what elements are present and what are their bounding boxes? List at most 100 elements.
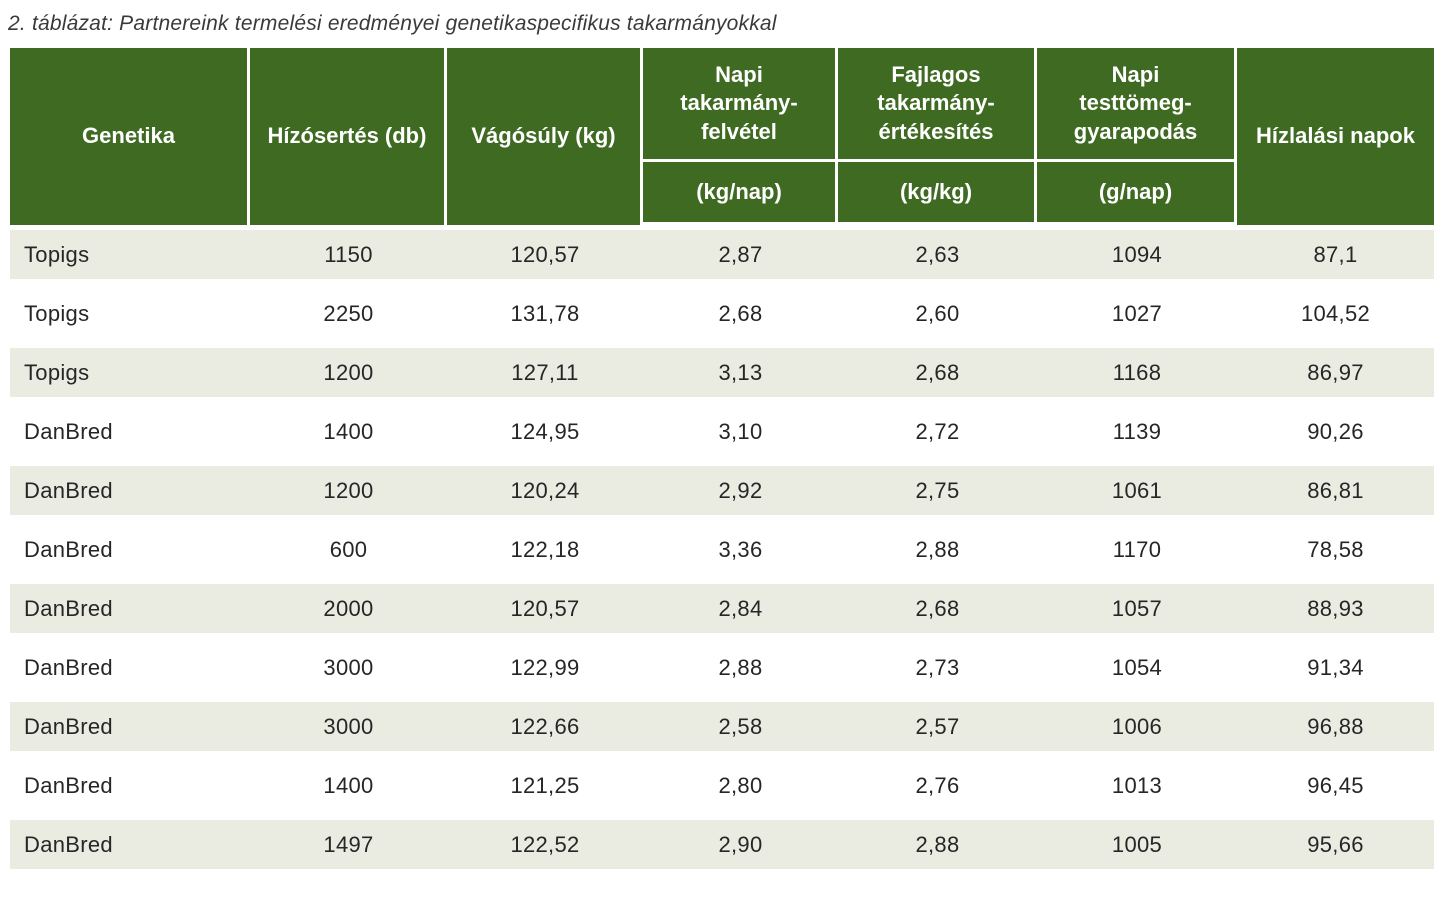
value-cell: 2,60: [915, 300, 960, 326]
table-row: DanBred 1497 122,52 2,90 2,88 1005 95,66: [10, 815, 1434, 874]
value-cell: 121,25: [510, 772, 580, 798]
value-cell: 2000: [323, 595, 374, 621]
col-header-daily-weight-gain-label: Napi testtömeg- gyarapodás: [1037, 48, 1234, 162]
production-results-table: Genetika Hízósertés (db) Vágósúly (kg) N…: [10, 48, 1434, 874]
table-caption: 2. táblázat: Partnereink termelési eredm…: [8, 12, 777, 35]
value-cell: 122,99: [510, 654, 580, 680]
genetics-cell: DanBred: [24, 595, 113, 621]
col-header-fattening-days: Hízlalási napok: [1237, 48, 1434, 225]
table-row: DanBred 1400 124,95 3,10 2,72 1139 90,26: [10, 402, 1434, 461]
value-cell: 2,88: [718, 654, 763, 680]
genetics-cell: DanBred: [24, 654, 113, 680]
table-row: DanBred 1400 121,25 2,80 2,76 1013 96,45: [10, 756, 1434, 815]
value-cell: 2,88: [915, 536, 960, 562]
value-cell: 2,75: [915, 477, 960, 503]
genetics-cell: Topigs: [24, 359, 90, 385]
value-cell: 2,90: [718, 831, 763, 857]
col-header-feed-conversion: Fajlagos takarmány- értékesítés (kg/kg): [838, 48, 1037, 225]
col-unit-g-per-day: (g/nap): [1037, 162, 1234, 222]
table-row: DanBred 3000 122,99 2,88 2,73 1054 91,34: [10, 638, 1434, 697]
col-header-daily-feed-intake: Napi takarmány- felvétel (kg/nap): [643, 48, 838, 225]
col-unit-kg-per-day: (kg/nap): [643, 162, 835, 222]
col-header-genetics-label: Genetika: [10, 48, 247, 225]
col-unit-kg-per-kg: (kg/kg): [838, 162, 1034, 222]
col-header-pig-count: Hízósertés (db): [250, 48, 447, 225]
value-cell: 91,34: [1307, 654, 1364, 680]
col-header-slaughter-weight: Vágósúly (kg): [447, 48, 643, 225]
value-cell: 1170: [1112, 536, 1162, 562]
value-cell: 1400: [323, 418, 374, 444]
value-cell: 86,97: [1307, 359, 1364, 385]
value-cell: 1057: [1111, 595, 1163, 621]
value-cell: 2,63: [915, 241, 960, 267]
value-cell: 1013: [1111, 772, 1163, 798]
value-cell: 3,13: [718, 359, 763, 385]
value-cell: 1061: [1111, 477, 1163, 503]
value-cell: 2,87: [718, 241, 763, 267]
value-cell: 122,66: [510, 713, 580, 739]
value-cell: 90,26: [1307, 418, 1364, 444]
genetics-cell: DanBred: [24, 536, 113, 562]
value-cell: 1005: [1111, 831, 1163, 857]
table-row: Topigs 1150 120,57 2,87 2,63 1094 87,1: [10, 225, 1434, 284]
table-row: DanBred 600 122,18 3,36 2,88 1170 78,58: [10, 520, 1434, 579]
value-cell: 2,84: [718, 595, 763, 621]
table-row: DanBred 3000 122,66 2,58 2,57 1006 96,88: [10, 697, 1434, 756]
value-cell: 122,18: [510, 536, 580, 562]
value-cell: 120,57: [510, 241, 580, 267]
value-cell: 2,92: [718, 477, 763, 503]
value-cell: 3000: [323, 654, 374, 680]
value-cell: 122,52: [510, 831, 580, 857]
col-header-pig-count-label: Hízósertés (db): [250, 48, 444, 225]
value-cell: 3000: [323, 713, 374, 739]
table-row: Topigs 2250 131,78 2,68 2,60 1027 104,52: [10, 284, 1434, 343]
value-cell: 2,80: [718, 772, 763, 798]
value-cell: 1027: [1111, 300, 1163, 326]
genetics-cell: Topigs: [24, 300, 90, 326]
col-header-slaughter-weight-label: Vágósúly (kg): [447, 48, 640, 225]
value-cell: 2,68: [915, 359, 960, 385]
value-cell: 2,68: [915, 595, 960, 621]
value-cell: 127,11: [511, 359, 579, 385]
value-cell: 1497: [323, 831, 374, 857]
value-cell: 124,95: [510, 418, 580, 444]
value-cell: 1200: [323, 477, 374, 503]
genetics-cell: DanBred: [24, 477, 113, 503]
value-cell: 1400: [323, 772, 374, 798]
table-row: DanBred 1200 120,24 2,92 2,75 1061 86,81: [10, 461, 1434, 520]
value-cell: 2,88: [915, 831, 960, 857]
table-body: Topigs 1150 120,57 2,87 2,63 1094 87,1 Topigs 22…: [10, 225, 1434, 874]
value-cell: 1139: [1112, 418, 1162, 444]
value-cell: 1054: [1111, 654, 1163, 680]
value-cell: 2,73: [915, 654, 960, 680]
value-cell: 1168: [1112, 359, 1162, 385]
genetics-cell: DanBred: [24, 418, 113, 444]
genetics-cell: DanBred: [24, 772, 113, 798]
genetics-cell: Topigs: [24, 241, 90, 267]
value-cell: 95,66: [1307, 831, 1364, 857]
genetics-cell: DanBred: [24, 831, 113, 857]
value-cell: 87,1: [1313, 241, 1358, 267]
value-cell: 131,78: [510, 300, 580, 326]
value-cell: 3,36: [718, 536, 763, 562]
value-cell: 96,88: [1307, 713, 1364, 739]
col-header-fattening-days-label: Hízlalási napok: [1237, 48, 1434, 225]
value-cell: 1006: [1111, 713, 1163, 739]
table-row: Topigs 1200 127,11 3,13 2,68 1168 86,97: [10, 343, 1434, 402]
value-cell: 3,10: [718, 418, 763, 444]
value-cell: 600: [329, 536, 368, 562]
value-cell: 1200: [323, 359, 374, 385]
value-cell: 2,72: [915, 418, 960, 444]
value-cell: 2,68: [718, 300, 763, 326]
genetics-cell: DanBred: [24, 713, 113, 739]
value-cell: 96,45: [1307, 772, 1364, 798]
value-cell: 1094: [1111, 241, 1163, 267]
value-cell: 1150: [324, 241, 373, 267]
col-header-daily-weight-gain: Napi testtömeg- gyarapodás (g/nap): [1037, 48, 1237, 225]
value-cell: 86,81: [1307, 477, 1364, 503]
table-row: DanBred 2000 120,57 2,84 2,68 1057 88,93: [10, 579, 1434, 638]
value-cell: 2,58: [718, 713, 763, 739]
table-header: Genetika Hízósertés (db) Vágósúly (kg) N…: [10, 48, 1434, 225]
value-cell: 120,24: [510, 477, 580, 503]
col-header-feed-conversion-label: Fajlagos takarmány- értékesítés: [838, 48, 1034, 162]
